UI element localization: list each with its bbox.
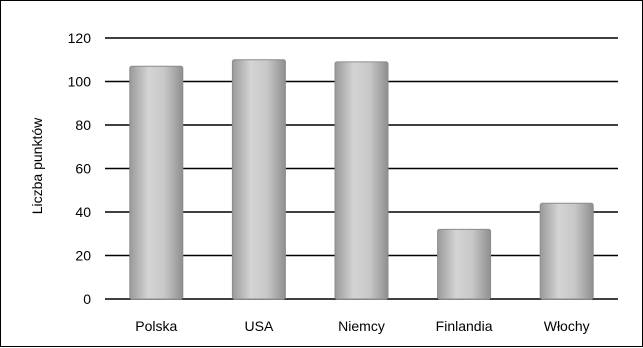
- y-tick-label: 20: [75, 248, 91, 264]
- bar-usa: [231, 59, 286, 300]
- bar-niemcy: [334, 61, 389, 300]
- y-axis-title: Liczba punktów: [29, 117, 45, 214]
- y-axis-ticks: 0 20 40 60 80 100 120: [68, 30, 92, 307]
- x-category-label: Polska: [135, 318, 177, 334]
- y-tick-label: 100: [68, 74, 92, 90]
- x-category-label: USA: [245, 318, 274, 334]
- y-tick-label: 0: [83, 291, 91, 307]
- y-tick-label: 120: [68, 30, 92, 46]
- y-tick-label: 80: [75, 117, 91, 133]
- bar-włochy: [539, 202, 594, 300]
- x-category-label: Niemcy: [338, 318, 385, 334]
- bar-polska: [129, 65, 184, 300]
- bar-finlandia: [437, 228, 492, 300]
- y-tick-label: 40: [75, 204, 91, 220]
- x-category-label: Finlandia: [436, 318, 493, 334]
- bars: [129, 59, 594, 300]
- y-tick-label: 60: [75, 161, 91, 177]
- x-category-label: Włochy: [544, 318, 590, 334]
- x-axis-categories: Polska USA Niemcy Finlandia Włochy: [135, 318, 589, 334]
